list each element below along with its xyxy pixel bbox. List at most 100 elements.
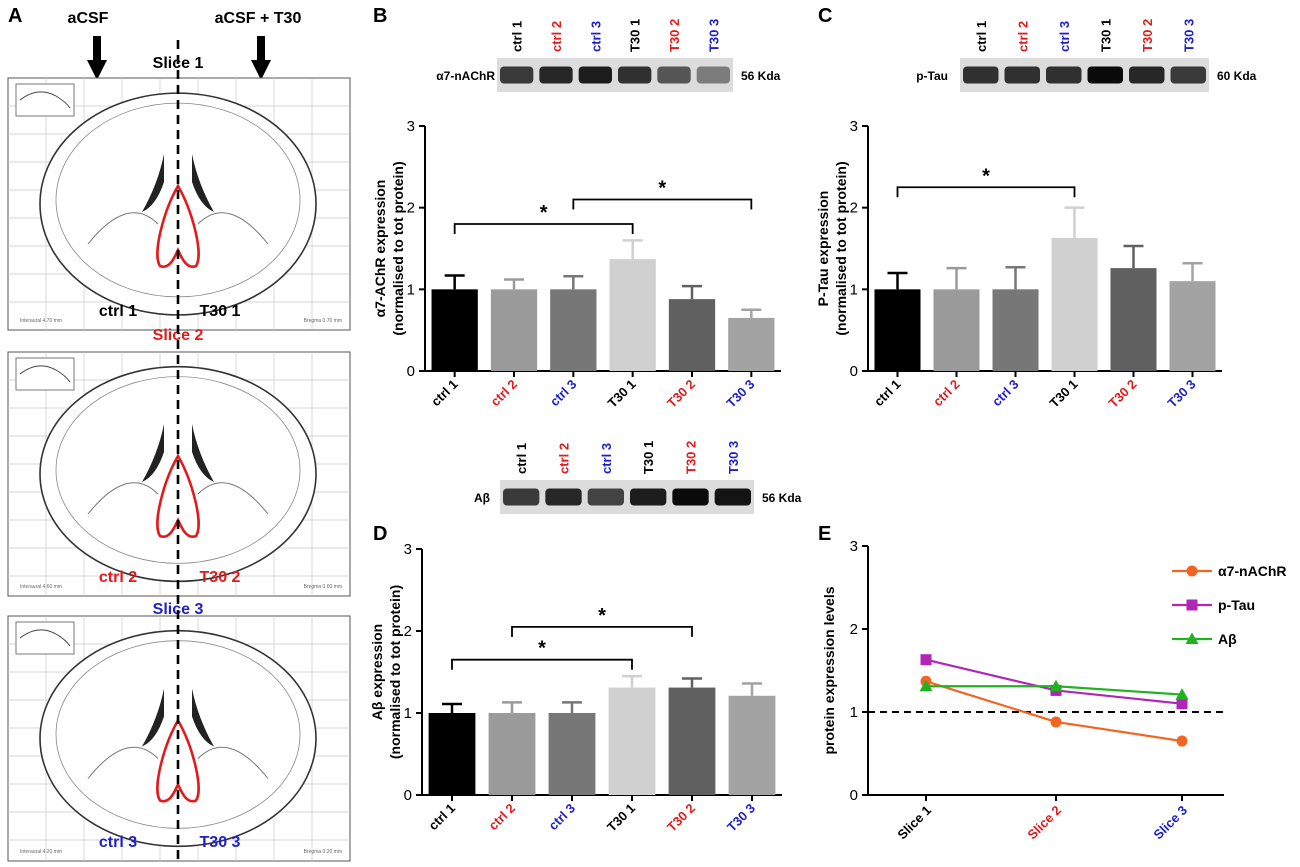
- blot-band: [503, 488, 540, 506]
- significance-bracket: [896, 186, 1076, 198]
- atlas-inset-sketch: [19, 91, 71, 109]
- lane-label: T30 1: [1098, 19, 1113, 52]
- blot-band: [578, 66, 612, 84]
- x-tick-label: T30 1: [604, 801, 638, 835]
- lane-label: ctrl 3: [588, 21, 603, 52]
- blot-band: [657, 66, 691, 84]
- marker-square: [1186, 599, 1198, 611]
- bar-ctrl-1: [874, 289, 921, 371]
- ventricle-right: [192, 688, 214, 747]
- marker-circle: [1050, 716, 1062, 728]
- marker-circle: [1176, 735, 1188, 747]
- y-axis-label: Aβ expression: [369, 624, 385, 720]
- blot-membrane: [500, 480, 754, 514]
- x-tick-label: Slice 1: [894, 803, 934, 843]
- slice-title: Slice 2: [153, 327, 204, 344]
- slice-left-label: ctrl 2: [99, 569, 137, 586]
- x-tick-label: T30 1: [1047, 377, 1081, 411]
- atlas-structure-line: [197, 746, 269, 779]
- panel-letter-b: B: [373, 5, 387, 27]
- atlas-interaural-label: Interaural 4.60 mm: [20, 584, 62, 590]
- atlas-bregma-label: Bregma 0.70 mm: [304, 318, 342, 324]
- lane-label: ctrl 2: [549, 21, 564, 52]
- blot-band: [1170, 66, 1206, 84]
- bar-t30-3: [1169, 281, 1216, 371]
- bar-t30-2: [668, 299, 716, 371]
- y-axis-label-sub: (normalised to tot protein): [387, 585, 403, 759]
- x-tick-label: T30 2: [664, 801, 698, 835]
- y-tick-label: 0: [850, 363, 858, 380]
- blot-membrane: [497, 58, 733, 92]
- atlas-structure-line: [87, 746, 159, 779]
- region-of-interest-outline: [156, 717, 200, 803]
- bar-chart-c: 0 1 2 3 P-Tau expression (normalised to tot p…: [815, 118, 1222, 411]
- series-1: p-Tau: [920, 597, 1255, 710]
- western-blot-a7: ctrl 1 ctrl 2 ctrl 3 T30 1 T30 2 T30 3 α7-nACh…: [436, 19, 781, 92]
- blot-band: [618, 66, 652, 84]
- y-tick-label: 1: [850, 704, 858, 721]
- atlas-inset-sketch: [19, 629, 71, 647]
- lane-label: T30 1: [641, 441, 656, 474]
- western-blot-abeta: ctrl 1 ctrl 2 ctrl 3 T30 1 T30 2 T30 3 Aβ 56 Kd…: [474, 441, 802, 514]
- y-axis-label: protein expression levels: [821, 586, 837, 754]
- blot-band: [630, 488, 667, 506]
- lane-label: ctrl 3: [599, 443, 614, 474]
- western-blot-ptau: ctrl 1 ctrl 2 ctrl 3 T30 1 T30 2 T30 3 p-Tau 60…: [916, 19, 1257, 92]
- marker-triangle: [1175, 688, 1189, 700]
- bar-t30-1: [1051, 237, 1098, 371]
- y-axis-label-sub: (normalised to tot protein): [833, 161, 849, 335]
- lane-label: ctrl 2: [557, 443, 572, 474]
- blot-band: [539, 66, 573, 84]
- blot-band: [1129, 66, 1165, 84]
- panel-a-left-condition: aCSF: [68, 10, 109, 27]
- arrow-shaft: [93, 36, 101, 62]
- lane-label: T30 1: [628, 19, 643, 52]
- y-tick-label: 2: [404, 623, 412, 640]
- significance-bracket: [572, 198, 753, 210]
- bar-ctrl-2: [488, 713, 536, 795]
- significance-star: *: [658, 178, 666, 200]
- x-tick-label: ctrl 2: [488, 377, 521, 410]
- blot-band: [1087, 66, 1123, 84]
- y-tick-label: 1: [404, 705, 412, 722]
- blot-membrane: [960, 58, 1209, 92]
- y-tick-label: 2: [850, 200, 858, 217]
- y-tick-label: 2: [407, 200, 415, 217]
- lane-label: ctrl 1: [514, 443, 529, 474]
- atlas-bregma-label: Bregma 0.60 mm: [304, 584, 342, 590]
- marker-square: [920, 654, 932, 666]
- marker-square: [1176, 698, 1188, 710]
- bar-t30-3: [728, 695, 776, 795]
- legend-label: p-Tau: [1218, 597, 1255, 613]
- y-tick-label: 3: [850, 538, 858, 555]
- y-tick-label: 3: [404, 541, 412, 558]
- atlas-interaural-label: Interaural 4.20 mm: [20, 849, 62, 855]
- lane-label: ctrl 2: [1015, 21, 1030, 52]
- bar-t30-1: [609, 259, 656, 371]
- significance-star: *: [598, 605, 606, 627]
- y-tick-label: 3: [850, 118, 858, 135]
- y-tick-label: 0: [850, 787, 858, 804]
- atlas-structure-line: [197, 482, 269, 515]
- x-tick-label: Slice 3: [1150, 803, 1190, 843]
- x-tick-label: ctrl 1: [426, 801, 459, 834]
- slice-left-label: ctrl 1: [99, 303, 137, 320]
- arrow-head: [87, 60, 107, 80]
- atlas-structure-line: [87, 482, 159, 515]
- slice-right-label: T30 2: [200, 569, 241, 586]
- bar-ctrl-2: [490, 289, 538, 371]
- arrow-down-icon: [251, 36, 271, 80]
- blot-protein-label: p-Tau: [916, 69, 948, 83]
- blot-size-label: 56 Kda: [762, 491, 802, 505]
- y-tick-label: 0: [407, 363, 415, 380]
- atlas-interaural-label: Interaural 4.70 mm: [20, 318, 62, 324]
- lane-label: T30 3: [706, 19, 721, 52]
- x-tick-label: ctrl 3: [546, 801, 579, 834]
- blot-protein-label: Aβ: [474, 491, 490, 505]
- x-tick-label: ctrl 2: [486, 801, 519, 834]
- ventricle-left: [142, 688, 164, 747]
- slice-right-label: T30 3: [200, 834, 241, 851]
- series-line: [925, 658, 1183, 705]
- arrow-down-icon: [87, 36, 107, 80]
- blot-band: [672, 488, 709, 506]
